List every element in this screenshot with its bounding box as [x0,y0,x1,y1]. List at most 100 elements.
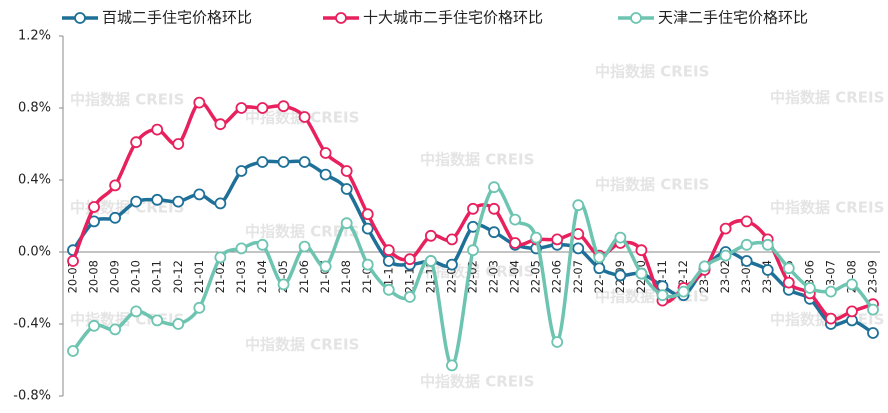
x-tick-label: 22-06 [550,260,564,293]
point [382,244,395,257]
point [740,255,753,267]
point [446,258,458,271]
point [782,276,795,289]
x-tick-label: 20-10 [129,260,143,293]
point [824,285,837,298]
x-tick-label: 21-06 [297,260,311,293]
x-tick-label: 20-09 [108,260,122,293]
point [635,244,648,257]
x-tick-label: 20-08 [87,260,101,293]
point [761,238,774,251]
y-tick-label: 0.0% [18,245,51,260]
point [319,168,332,181]
point [277,156,290,168]
point [593,251,606,264]
watermark: 中指数据 CREIS [245,336,359,354]
point [88,201,100,213]
y-tick-label: 1.2% [18,29,51,44]
point [235,165,248,177]
point [340,165,353,177]
watermark: 中指数据 CREIS [70,91,184,109]
point [782,262,795,275]
point [803,282,816,294]
point [130,195,143,208]
point [361,208,374,221]
point [761,264,774,276]
y-tick-label: 0.8% [18,101,51,116]
point [214,118,227,131]
point [277,100,290,113]
x-tick-label: 21-04 [255,260,269,293]
point [740,215,753,228]
point [361,222,374,235]
point [235,102,248,114]
point [867,303,879,316]
point [340,183,353,195]
legend-label: 十大城市二手住宅价格环比 [363,9,543,27]
legend-label: 百城二手住宅价格环比 [102,9,252,27]
y-tick-label: -0.4% [13,317,51,332]
point [424,229,437,242]
point [509,237,522,249]
point [151,314,164,327]
point [424,255,437,267]
point [403,291,416,303]
x-tick-label: 22-07 [571,260,585,293]
x-tick-label: 21-01 [192,260,206,293]
point [614,231,627,244]
point [488,226,500,239]
point [593,262,606,275]
point [319,260,332,273]
point [109,323,122,336]
point [298,111,311,123]
point [256,238,269,251]
watermark: 中指数据 CREIS [770,89,884,107]
point [109,179,122,192]
point [846,278,858,291]
point [319,147,332,159]
point [172,195,185,208]
point [235,242,248,255]
point [67,345,79,357]
point [488,181,500,194]
point [572,199,585,212]
point [551,233,564,246]
point [509,213,522,226]
legend-marker [335,12,347,24]
point [88,319,100,332]
legend-marker [630,12,642,24]
point [298,156,311,168]
point [193,96,206,109]
x-tick-label: 23-03 [739,260,753,293]
point [172,318,185,330]
point [193,188,206,201]
point [109,211,122,224]
y-tick-label: 0.4% [18,173,51,188]
point [446,359,458,372]
watermark: 中指数据 CREIS [595,63,709,81]
point [382,255,395,267]
x-tick-label: 20-07 [66,260,80,293]
point [614,269,627,282]
point [467,202,479,215]
point [698,260,711,273]
watermark: 中指数据 CREIS [420,373,534,391]
point [719,222,732,235]
point [130,305,143,318]
x-tick-label: 22-04 [508,260,522,293]
point [151,123,164,136]
point [214,251,227,264]
watermark: 中指数据 CREIS [770,199,884,217]
x-tick-label: 22-03 [487,260,501,293]
point [130,136,143,149]
point [740,238,753,251]
point [846,305,858,318]
point [214,197,227,210]
point [719,249,732,262]
point [488,202,500,215]
point [382,283,395,296]
point [256,156,269,168]
point [193,301,206,314]
series [67,96,879,325]
point [256,102,269,114]
